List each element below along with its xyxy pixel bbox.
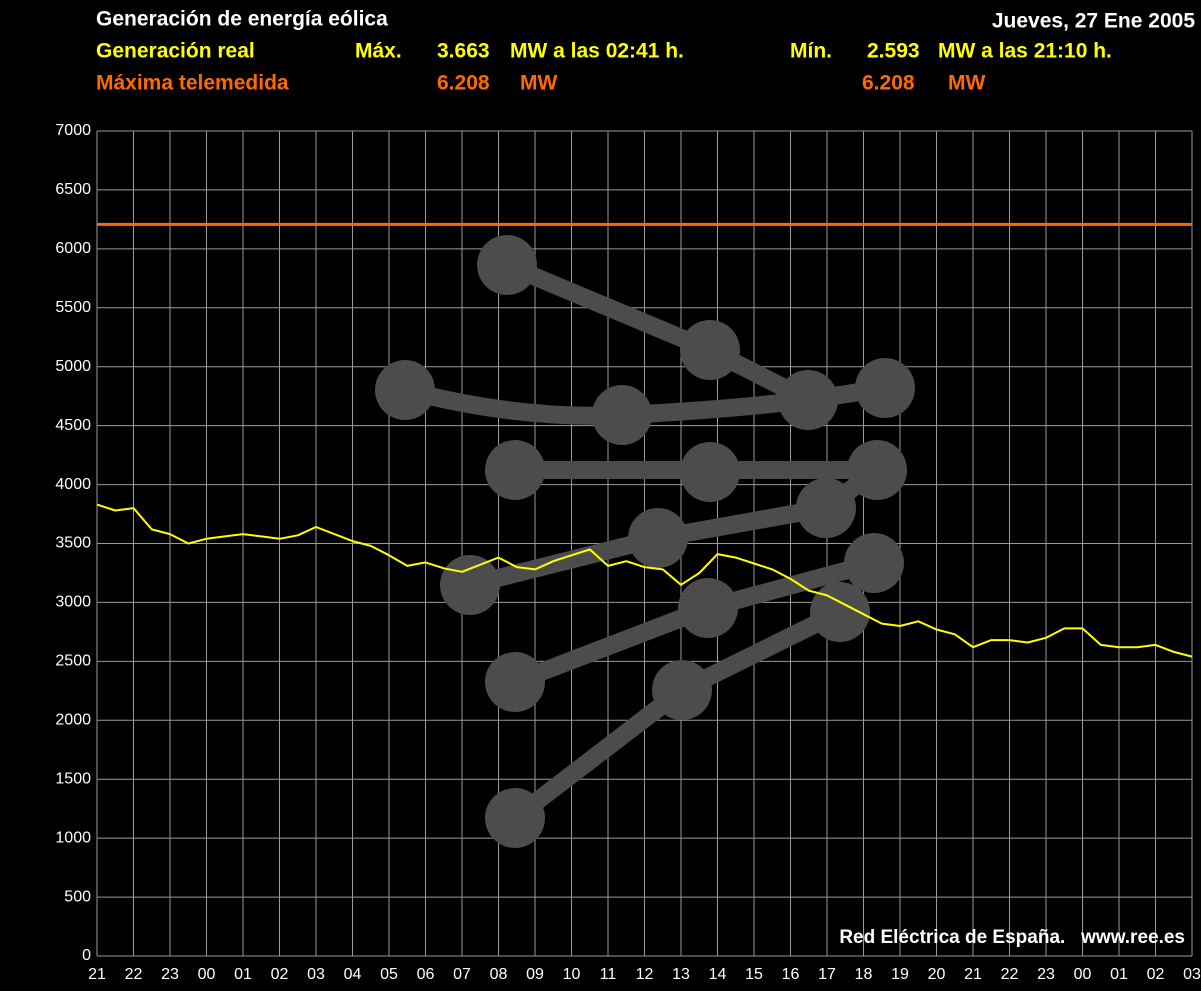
max-value: 3.663 <box>437 40 490 63</box>
x-tick-label: 20 <box>928 966 946 983</box>
min-value: 2.593 <box>867 40 920 63</box>
y-tick-label: 5500 <box>55 299 91 316</box>
y-tick-label: 2000 <box>55 712 91 729</box>
max-text: MW a las 02:41 h. <box>510 40 684 63</box>
source: Red Eléctrica de España. www.ree.es <box>839 927 1185 948</box>
x-tick-label: 14 <box>709 966 727 983</box>
y-tick-label: 4500 <box>55 417 91 434</box>
y-tick-label: 3000 <box>55 594 91 611</box>
x-tick-label: 15 <box>745 966 763 983</box>
x-tick-label: 21 <box>88 966 106 983</box>
y-tick-label: 6500 <box>55 181 91 198</box>
ref-value: 6.208 <box>862 72 915 95</box>
x-tick-label: 00 <box>198 966 216 983</box>
ref-unit: MW <box>520 72 557 95</box>
x-tick-label: 12 <box>636 966 654 983</box>
x-tick-label: 00 <box>1074 966 1092 983</box>
legend-label: Máxima telemedida <box>96 72 289 95</box>
x-tick-label: 22 <box>1001 966 1019 983</box>
watermark-dots <box>375 235 915 848</box>
x-tick-label: 03 <box>1183 966 1201 983</box>
x-tick-label: 08 <box>490 966 508 983</box>
x-tick-label: 18 <box>855 966 873 983</box>
y-tick-label: 3500 <box>55 535 91 552</box>
x-tick-label: 19 <box>891 966 909 983</box>
y-tick-label: 2500 <box>55 653 91 670</box>
x-tick-label: 21 <box>964 966 982 983</box>
x-tick-label: 04 <box>344 966 362 983</box>
x-tick-label: 03 <box>307 966 325 983</box>
max-label: Máx. <box>355 40 402 63</box>
x-tick-label: 23 <box>161 966 179 983</box>
x-tick-label: 05 <box>380 966 398 983</box>
y-tick-label: 500 <box>64 888 91 905</box>
min-text: MW a las 21:10 h. <box>938 40 1112 63</box>
x-tick-label: 07 <box>453 966 471 983</box>
ref-unit: MW <box>948 72 985 95</box>
y-tick-label: 6000 <box>55 240 91 257</box>
x-tick-label: 13 <box>672 966 690 983</box>
date: Jueves, 27 Ene 2005 <box>992 10 1195 33</box>
x-tick-label: 22 <box>125 966 143 983</box>
x-tick-label: 09 <box>526 966 544 983</box>
ref-value: 6.208 <box>437 72 490 95</box>
x-tick-label: 01 <box>1110 966 1128 983</box>
x-tick-label: 23 <box>1037 966 1055 983</box>
y-tick-label: 4000 <box>55 476 91 493</box>
series-line <box>96 503 1193 658</box>
x-tick-label: 17 <box>818 966 836 983</box>
min-label: Mín. <box>790 40 832 63</box>
x-tick-label: 16 <box>782 966 800 983</box>
y-tick-label: 5000 <box>55 358 91 375</box>
x-tick-label: 01 <box>234 966 252 983</box>
x-tick-label: 06 <box>417 966 435 983</box>
y-tick-label: 7000 <box>55 122 91 139</box>
x-tick-label: 10 <box>563 966 581 983</box>
chart-title: Generación de energía eólica <box>96 8 388 31</box>
y-tick-label: 0 <box>82 947 91 964</box>
y-tick-label: 1000 <box>55 829 91 846</box>
x-tick-label: 11 <box>600 966 617 983</box>
x-tick-label: 02 <box>1147 966 1165 983</box>
y-tick-label: 1500 <box>55 770 91 787</box>
x-tick-label: 02 <box>271 966 289 983</box>
legend-label: Generación real <box>96 40 255 63</box>
